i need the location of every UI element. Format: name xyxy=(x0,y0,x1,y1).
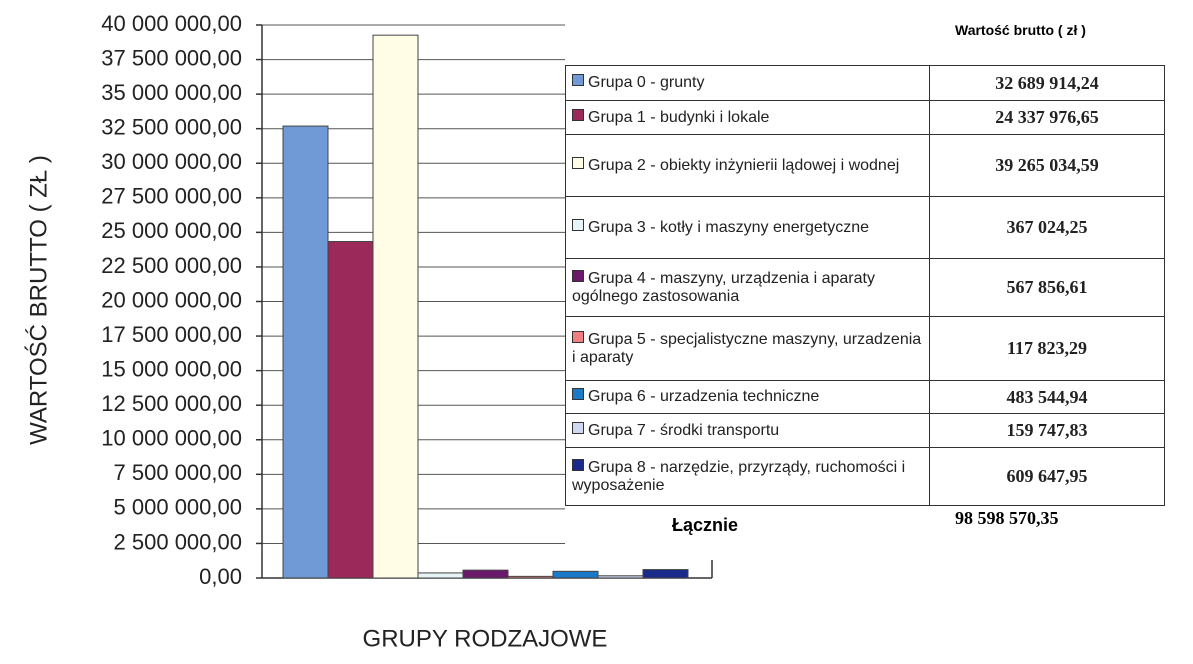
legend-swatch xyxy=(572,421,584,434)
legend-swatch xyxy=(572,156,584,169)
value-cell: 24 337 976,65 xyxy=(929,100,1165,135)
table-row: Grupa 8 - narzędzie, przyrządy, ruchomoś… xyxy=(565,447,1165,506)
legend-swatch xyxy=(572,108,584,121)
table-row: Grupa 1 - budynki i lokale 24 337 976,65 xyxy=(565,100,1165,135)
y-tick-label: 37 500 000,00 xyxy=(101,45,242,70)
value-cell: 117 823,29 xyxy=(929,316,1165,381)
value-cell: 159 747,83 xyxy=(929,413,1165,448)
total-value: 98 598 570,35 xyxy=(955,508,1059,528)
table-row: Grupa 3 - kotły i maszyny energetyczne 36… xyxy=(565,196,1165,259)
legend-label: Grupa 0 - grunty xyxy=(588,74,705,91)
legend-cell: Grupa 8 - narzędzie, przyrządy, ruchomoś… xyxy=(565,447,930,506)
y-axis-title: WARTOŚĆ BRUTTO ( ZŁ ) xyxy=(24,155,52,445)
y-tick-label: 32 500 000,00 xyxy=(101,115,242,140)
legend-label: Grupa 3 - kotły i maszyny energetyczne xyxy=(588,218,870,236)
bar xyxy=(327,241,374,579)
bar xyxy=(552,570,599,579)
legend-swatch xyxy=(572,74,584,86)
y-tick-label: 0,00 xyxy=(199,564,242,589)
y-tick-label: 7 500 000,00 xyxy=(114,460,242,485)
y-tick-label: 15 000 000,00 xyxy=(101,356,242,381)
y-tick-label: 2 500 000,00 xyxy=(114,529,242,554)
bar xyxy=(507,575,554,579)
legend-swatch xyxy=(572,218,584,231)
table-row: Grupa 6 - urzadzenia techniczne 483 544,9… xyxy=(565,380,1165,414)
legend-label: Grupa 2 - obiekty inżynierii lądowej i w… xyxy=(588,156,900,174)
legend-cell: Grupa 6 - urzadzenia techniczne xyxy=(565,380,930,414)
y-tick-label: 5 000 000,00 xyxy=(114,495,242,520)
table-row: Grupa 5 - specjalistyczne maszyny, urzad… xyxy=(565,316,1165,381)
legend-cell: Grupa 2 - obiekty inżynierii lądowej i w… xyxy=(565,134,930,197)
y-tick-label: 40 000 000,00 xyxy=(101,11,242,36)
x-axis-title: GRUPY RODZAJOWE xyxy=(363,625,608,652)
value-cell: 367 024,25 xyxy=(929,196,1165,259)
total-label: Łącznie xyxy=(672,515,739,535)
legend-label: Grupa 5 - specjalistyczne maszyny, urzad… xyxy=(572,330,922,366)
legend-swatch xyxy=(572,388,584,400)
value-cell: 483 544,94 xyxy=(929,380,1165,414)
legend-swatch xyxy=(572,269,584,282)
y-tick-label: 20 000 000,00 xyxy=(101,287,242,312)
value-cell: 39 265 034,59 xyxy=(929,134,1165,197)
table-row: Grupa 2 - obiekty inżynierii lądowej i w… xyxy=(565,134,1165,197)
legend-cell: Grupa 0 - grunty xyxy=(565,65,930,101)
table-row: Grupa 0 - grunty 32 689 914,24 xyxy=(565,65,1165,101)
table-row: Grupa 4 - maszyny, urządzenia i aparaty … xyxy=(565,258,1165,317)
y-tick-label: 27 500 000,00 xyxy=(101,184,242,209)
bar xyxy=(417,572,464,579)
data-table: Grupa 0 - grunty 32 689 914,24 Grupa 1 - b… xyxy=(565,65,1165,506)
y-tick-label: 25 000 000,00 xyxy=(101,218,242,243)
value-cell: 609 647,95 xyxy=(929,447,1165,506)
legend-cell: Grupa 4 - maszyny, urządzenia i aparaty … xyxy=(565,258,930,317)
legend-label: Grupa 1 - budynki i lokale xyxy=(588,108,770,126)
y-tick-label: 12 500 000,00 xyxy=(101,391,242,416)
legend-label: Grupa 7 - środki transportu xyxy=(588,421,780,439)
bar xyxy=(462,569,509,579)
value-cell: 32 689 914,24 xyxy=(929,65,1165,101)
y-tick-label: 10 000 000,00 xyxy=(101,426,242,451)
table-row: Grupa 7 - środki transportu 159 747,83 xyxy=(565,413,1165,448)
legend-label: Grupa 6 - urzadzenia techniczne xyxy=(588,388,820,405)
legend-swatch xyxy=(572,458,584,471)
table-header: Wartość brutto ( zł ) xyxy=(955,22,1086,38)
y-tick-label: 17 500 000,00 xyxy=(101,322,242,347)
value-cell: 567 856,61 xyxy=(929,258,1165,317)
legend-cell: Grupa 7 - środki transportu xyxy=(565,413,930,448)
legend-cell: Grupa 3 - kotły i maszyny energetyczne xyxy=(565,196,930,259)
bar xyxy=(597,575,644,579)
legend-cell: Grupa 1 - budynki i lokale xyxy=(565,100,930,135)
legend-swatch xyxy=(572,330,584,343)
y-tick-label: 22 500 000,00 xyxy=(101,253,242,278)
y-tick-label: 30 000 000,00 xyxy=(101,149,242,174)
bar xyxy=(372,34,419,579)
legend-cell: Grupa 5 - specjalistyczne maszyny, urzad… xyxy=(565,316,930,381)
bar xyxy=(642,569,689,579)
legend-label: Grupa 8 - narzędzie, przyrządy, ruchomoś… xyxy=(572,458,906,494)
y-tick-label: 35 000 000,00 xyxy=(101,80,242,105)
bar xyxy=(282,125,329,579)
legend-label: Grupa 4 - maszyny, urządzenia i aparaty … xyxy=(572,269,875,305)
